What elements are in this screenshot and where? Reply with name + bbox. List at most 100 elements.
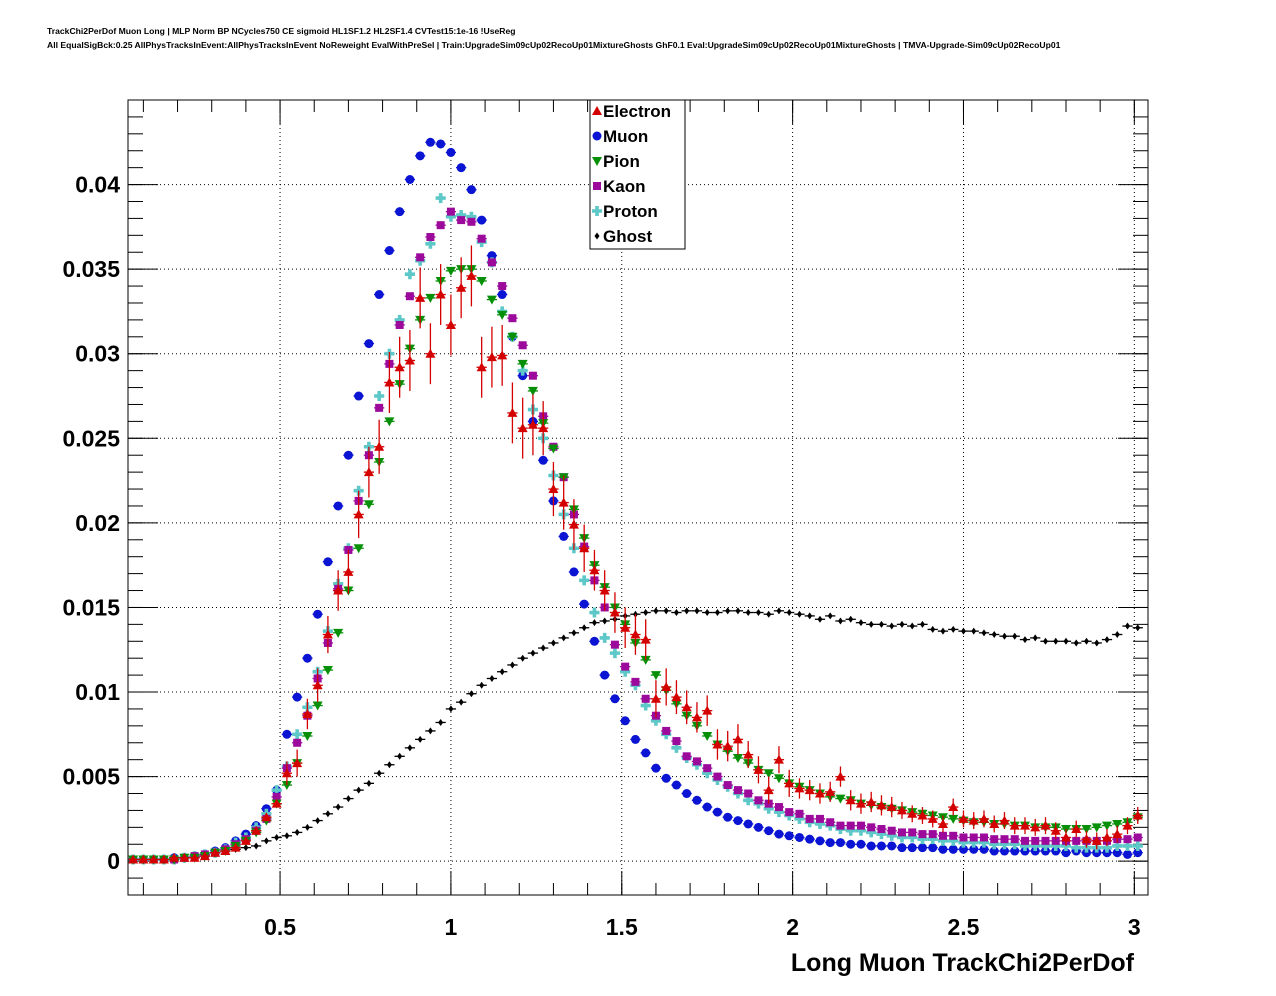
electron-point xyxy=(271,798,282,808)
electron-point xyxy=(948,802,959,812)
electron-point xyxy=(1019,820,1030,830)
ghost-point xyxy=(427,727,433,735)
ghost-point xyxy=(919,620,925,628)
electron-point xyxy=(343,566,354,576)
muon-point xyxy=(261,804,271,814)
kaon-point xyxy=(836,821,845,830)
electron-point xyxy=(1101,832,1112,842)
electron-point xyxy=(558,497,569,507)
ghost-point xyxy=(971,627,977,635)
muon-point xyxy=(477,215,487,225)
electron-point xyxy=(148,854,159,864)
ghost-point xyxy=(1022,636,1028,644)
muon-point xyxy=(497,290,507,300)
proton-point xyxy=(599,632,610,643)
electron-point xyxy=(415,292,426,302)
x-tick-label: 1.5 xyxy=(606,914,638,940)
kaon-point xyxy=(293,738,302,747)
electron-point xyxy=(712,739,723,749)
electron-point xyxy=(753,764,764,774)
pion-point xyxy=(773,774,784,784)
ghost-point xyxy=(858,619,864,627)
electron-point xyxy=(1091,835,1102,845)
ghost-point xyxy=(325,810,331,818)
y-tick-label: 0.025 xyxy=(62,425,120,451)
proton-point xyxy=(609,648,620,659)
kaon-point xyxy=(692,757,701,766)
ghost-point xyxy=(878,620,884,628)
ghost-point xyxy=(304,823,310,831)
proton-point xyxy=(1132,840,1143,851)
ghost-point xyxy=(397,752,403,760)
kaon-point xyxy=(928,830,937,839)
muon-point xyxy=(374,290,384,300)
legend-label-muon: Muon xyxy=(603,127,648,146)
kaon-point xyxy=(682,752,691,761)
pion-point xyxy=(476,276,487,286)
muon-point xyxy=(958,844,968,854)
muon-point xyxy=(589,636,599,646)
proton-point xyxy=(640,700,651,711)
ghost-point xyxy=(263,837,269,845)
electron-point xyxy=(927,813,938,823)
muon-point xyxy=(323,557,333,567)
electron-point xyxy=(497,350,508,360)
electron-point xyxy=(691,712,702,722)
electron-point xyxy=(999,815,1010,825)
electron-point xyxy=(138,854,149,864)
electron-point xyxy=(958,813,969,823)
muon-point xyxy=(723,812,733,822)
ghost-point xyxy=(294,828,300,836)
kaon-point xyxy=(887,826,896,835)
electron-point xyxy=(507,407,518,417)
electron-point xyxy=(394,362,405,372)
kaon-point xyxy=(744,789,753,798)
muon-point xyxy=(1061,848,1071,858)
ghost-point xyxy=(1094,639,1100,647)
electron-point xyxy=(784,778,795,788)
kaon-point xyxy=(395,320,404,329)
electron-point xyxy=(456,282,467,292)
kaon-point xyxy=(621,662,630,671)
pion-point xyxy=(548,444,559,454)
x-tick-label: 1 xyxy=(445,914,458,940)
electron-point xyxy=(179,852,190,862)
pion-point xyxy=(302,732,313,741)
proton-point xyxy=(794,813,805,824)
muon-point xyxy=(610,694,620,704)
proton-point xyxy=(773,807,784,818)
ghost-point xyxy=(1083,637,1089,645)
proton-point xyxy=(374,391,385,402)
electron-point xyxy=(158,854,169,864)
ghost-point xyxy=(776,607,782,615)
electron-point xyxy=(220,846,231,856)
kaon-point xyxy=(795,809,804,818)
ghost-point xyxy=(530,649,536,657)
electron-point xyxy=(169,852,180,862)
proton-point xyxy=(1009,839,1020,850)
ghost-point xyxy=(602,617,608,625)
ghost-point xyxy=(520,654,526,662)
muon-point xyxy=(948,844,958,854)
proton-point xyxy=(1050,840,1061,851)
kaon-point xyxy=(990,835,999,844)
muon-point xyxy=(671,780,681,790)
legend-marker-proton-icon xyxy=(592,206,602,216)
ghost-point xyxy=(274,833,280,841)
electron-point xyxy=(548,484,559,494)
electron-point xyxy=(599,585,610,595)
legend-label-kaon: Kaon xyxy=(603,177,646,196)
muon-point xyxy=(395,207,405,217)
kaon-point xyxy=(641,694,650,703)
muon-point xyxy=(600,670,610,680)
muon-point xyxy=(928,843,938,853)
electron-point xyxy=(722,741,733,751)
legend-label-pion: Pion xyxy=(603,152,640,171)
electron-point xyxy=(579,543,590,553)
ghost-point xyxy=(694,607,700,615)
ghost-point xyxy=(848,615,854,623)
ghost-point xyxy=(468,690,474,698)
electron-point xyxy=(404,355,415,365)
muon-point xyxy=(1051,846,1061,856)
x-tick-label: 3 xyxy=(1128,914,1141,940)
